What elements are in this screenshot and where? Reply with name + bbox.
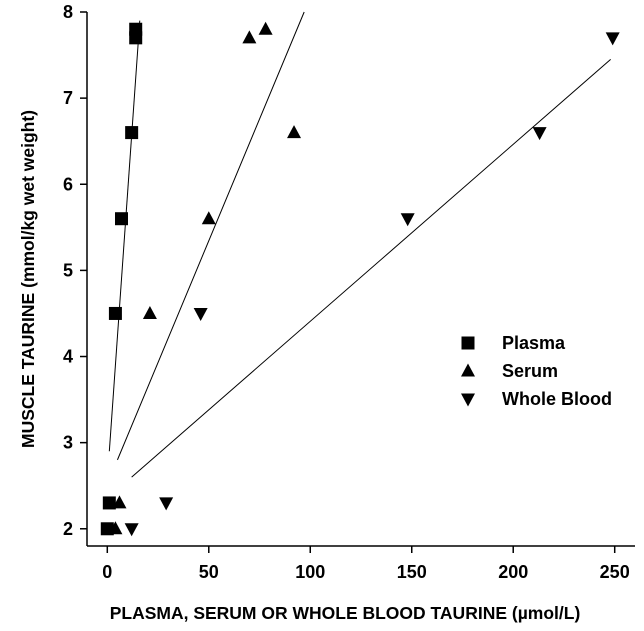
- data-point-plasma: [129, 22, 143, 36]
- data-point-serum: [108, 521, 123, 535]
- data-point-whole-blood: [605, 32, 620, 46]
- fit-line-serum: [116, 11, 305, 461]
- legend-marker-serum: [461, 363, 475, 377]
- legend-marker-plasma: [461, 336, 475, 350]
- y-axis-label: MUSCLE TAURINE (mmol/kg wet weight): [18, 110, 38, 448]
- legend-marker-whole-blood: [461, 393, 475, 407]
- y-tick-label: 7: [63, 88, 73, 108]
- y-tick-label: 5: [63, 260, 73, 280]
- x-tick-label: 150: [397, 562, 427, 582]
- data-point-whole-blood: [124, 523, 139, 537]
- data-point-whole-blood: [193, 307, 208, 321]
- ticks: 0 50 100 150 200 250 2 3 4 5 6 7 8: [63, 2, 630, 582]
- x-tick-label: 0: [102, 562, 112, 582]
- y-tick-label: 4: [63, 347, 73, 367]
- y-tick-label: 6: [63, 174, 73, 194]
- data-points: [100, 21, 620, 537]
- x-tick-label: 50: [199, 562, 219, 582]
- fit-lines: [108, 11, 611, 478]
- y-tick-label: 2: [63, 519, 73, 539]
- x-tick-label: 100: [295, 562, 325, 582]
- data-point-plasma: [125, 126, 139, 140]
- y-tick-label: 8: [63, 2, 73, 22]
- data-point-serum: [142, 305, 157, 319]
- data-point-serum: [258, 21, 273, 35]
- x-axis-label: PLASMA, SERUM OR WHOLE BLOOD TAURINE (µm…: [110, 603, 581, 623]
- data-point-plasma: [108, 306, 122, 320]
- data-point-serum: [112, 495, 127, 509]
- data-point-plasma: [102, 496, 116, 510]
- fit-line-whole-blood: [131, 58, 611, 478]
- legend-label-whole-blood: Whole Blood: [502, 389, 612, 409]
- legend-label-plasma: Plasma: [502, 333, 566, 353]
- axes: [86, 12, 635, 547]
- y-tick-label: 3: [63, 433, 73, 453]
- data-point-serum: [287, 125, 302, 139]
- legend-label-serum: Serum: [502, 361, 558, 381]
- data-point-whole-blood: [532, 127, 547, 141]
- data-point-serum: [242, 30, 257, 44]
- legend: Plasma Serum Whole Blood: [461, 333, 612, 409]
- x-tick-label: 200: [498, 562, 528, 582]
- data-point-whole-blood: [400, 213, 415, 227]
- data-point-plasma: [115, 212, 129, 226]
- x-tick-label: 250: [600, 562, 630, 582]
- data-point-whole-blood: [159, 497, 174, 511]
- data-point-serum: [201, 211, 216, 225]
- fit-line-plasma: [108, 20, 141, 452]
